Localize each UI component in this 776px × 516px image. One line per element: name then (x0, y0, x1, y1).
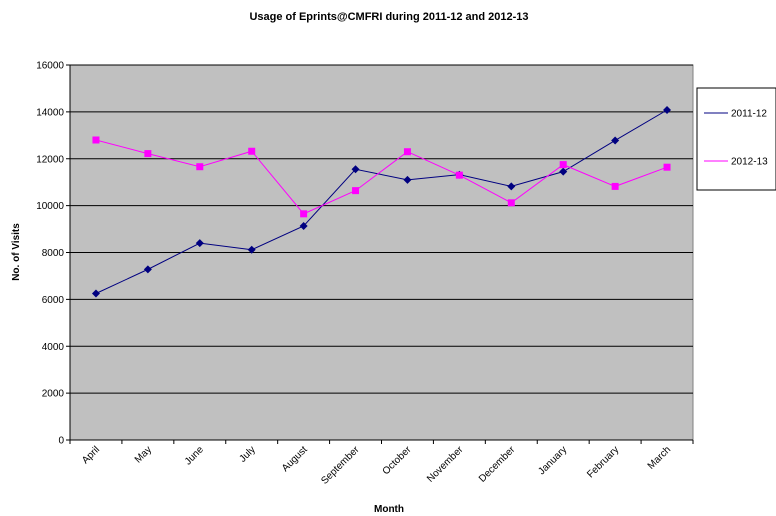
marker (455, 171, 463, 179)
y-tick-label: 12000 (36, 154, 64, 165)
x-axis-title: Month (374, 504, 404, 515)
marker (663, 163, 671, 171)
x-tick-label: November (425, 444, 466, 485)
marks (91, 106, 720, 298)
marker (352, 187, 360, 195)
marker (559, 167, 568, 176)
legend (696, 87, 776, 191)
marker (91, 289, 100, 298)
y-tick-label: 8000 (42, 248, 65, 259)
series-line (95, 109, 668, 294)
x-tick-label: May (133, 444, 154, 465)
marker (144, 150, 152, 158)
y-axis-title: No. of Visits (11, 223, 22, 281)
marker (92, 136, 100, 144)
y-tick-label: 10000 (36, 201, 64, 212)
y-tick-label: 6000 (42, 295, 65, 306)
marker (143, 265, 152, 274)
marker (507, 182, 516, 191)
y-tick-label: 14000 (36, 107, 64, 118)
marker (299, 222, 308, 231)
marker (403, 148, 411, 156)
marker (351, 165, 360, 174)
x-tick-label: February (585, 444, 621, 480)
chart-title: Usage of Eprints@CMFRI during 2011-12 an… (249, 11, 528, 23)
marker (247, 245, 256, 254)
marker (300, 210, 308, 218)
x-tick-label: April (80, 444, 102, 466)
marker (611, 136, 620, 145)
y-tick-label: 2000 (42, 389, 65, 400)
legend-label: 2011-12 (731, 109, 767, 120)
legend-label: 2012-13 (731, 157, 768, 168)
y-tick-label: 16000 (36, 61, 64, 72)
y-tick-label: 4000 (42, 342, 65, 353)
marker (507, 199, 515, 207)
marker (248, 147, 256, 155)
marker (403, 175, 412, 184)
x-tick-label: October (381, 444, 414, 477)
marker (663, 106, 672, 114)
x-tick-label: January (536, 444, 569, 477)
marker (611, 182, 619, 190)
x-tick-label: December (477, 444, 518, 485)
marker (559, 161, 567, 169)
x-tick-label: July (237, 444, 257, 464)
series-line (95, 139, 668, 215)
x-tick-label: March (646, 444, 673, 471)
x-tick-label: September (319, 444, 362, 487)
x-tick-label: August (280, 444, 310, 474)
x-tick-label: June (183, 444, 206, 467)
marker (195, 239, 204, 248)
marker (196, 163, 204, 171)
y-tick-label: 0 (58, 436, 64, 447)
